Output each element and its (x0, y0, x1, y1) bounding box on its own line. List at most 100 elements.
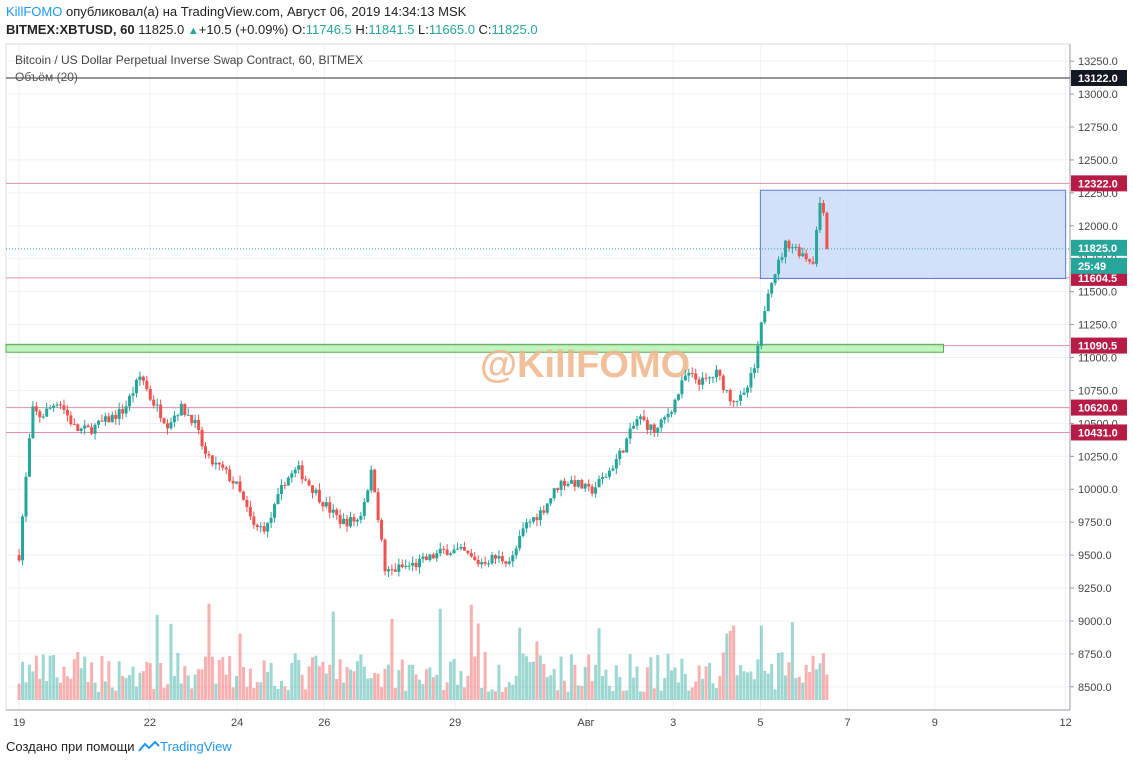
volume-bar (694, 681, 698, 700)
candle-body (90, 427, 94, 434)
volume-bar (100, 655, 104, 700)
candle-body (438, 548, 442, 554)
volume-bar (376, 673, 380, 700)
volume-bar (79, 668, 83, 700)
candle-body (328, 502, 332, 513)
candle-body (576, 479, 580, 487)
volume-bar (649, 657, 653, 700)
candle-body (107, 416, 111, 423)
volume-bar (231, 687, 235, 700)
volume-bar (670, 670, 674, 700)
volume-bar (490, 689, 494, 700)
candle-body (411, 562, 415, 566)
volume-bar (76, 652, 80, 700)
candle-body (31, 406, 35, 439)
volume-bar (241, 666, 245, 700)
volume-bar (563, 680, 567, 700)
candle-body (393, 569, 397, 572)
candle-body (804, 253, 808, 260)
candle-body (711, 377, 715, 379)
volume-bar (825, 674, 829, 700)
close-label: C: (478, 22, 492, 37)
volume-bar (96, 691, 100, 700)
volume-bar (228, 656, 232, 700)
volume-bar (273, 685, 277, 700)
candle-body (745, 387, 749, 393)
candle-body (179, 403, 183, 416)
volume-bar (93, 682, 97, 700)
candle-body (48, 407, 52, 409)
author-link[interactable]: KillFOMO (6, 4, 63, 19)
volume-bar (632, 677, 636, 700)
candle-body (362, 502, 366, 516)
volume-bar (172, 676, 176, 700)
volume-bar (525, 656, 529, 700)
candle-body (217, 462, 221, 465)
volume-bar (587, 654, 591, 700)
x-tick-label: 26 (318, 717, 330, 729)
volume-bar (124, 677, 128, 700)
volume-bar (193, 674, 197, 700)
level-label-bg (1071, 337, 1127, 354)
volume-bar (759, 625, 763, 700)
candle-body (231, 480, 235, 484)
x-tick-label: 24 (231, 717, 243, 729)
candle-body (597, 478, 601, 488)
volume-bar (808, 672, 812, 700)
candle-body (72, 424, 76, 426)
candle-body (34, 406, 38, 412)
volume-bar (683, 673, 687, 700)
volume-bar (290, 662, 294, 700)
volume-bar (718, 675, 722, 700)
candle-body (697, 379, 701, 385)
volume-bar (321, 661, 325, 700)
candle-body (262, 526, 266, 532)
volume-legend: Объём (20) (15, 70, 78, 84)
candle-body (100, 420, 104, 422)
y-tick-label: 9000.0 (1078, 616, 1112, 628)
y-tick-label: 11000.0 (1078, 353, 1117, 365)
candle-body (283, 484, 287, 486)
candle-body (207, 453, 211, 456)
candle-body (466, 550, 470, 554)
candle-body (145, 380, 149, 390)
candle-body (224, 467, 228, 470)
candle-body (314, 489, 318, 493)
candle-body (452, 549, 456, 554)
candle-body (614, 459, 618, 469)
y-tick-label: 9500.0 (1078, 550, 1112, 562)
symbol-label: BITMEX:XBTUSD, 60 (6, 22, 135, 37)
tradingview-brand-link[interactable]: TradingView (160, 739, 232, 754)
volume-bar (797, 676, 801, 700)
candle-body (652, 424, 656, 433)
volume-bar (535, 641, 539, 700)
y-tick-label: 9750.0 (1078, 517, 1112, 529)
volume-bar (473, 656, 477, 700)
volume-bar (504, 687, 508, 700)
candle-body (790, 247, 794, 249)
candle-body (673, 399, 677, 413)
volume-bar (476, 623, 480, 700)
candle-body (559, 480, 563, 490)
candle-body (248, 507, 252, 517)
candle-body (421, 556, 425, 559)
volume-bar (556, 690, 560, 700)
y-tick-label: 10250.0 (1078, 451, 1118, 463)
candle-body (725, 390, 729, 392)
candle-body (756, 345, 760, 369)
y-tick-label: 10000.0 (1078, 484, 1118, 496)
candle-body (176, 415, 180, 417)
candle-body (407, 565, 411, 567)
volume-bar (580, 685, 584, 700)
candle-body (169, 422, 173, 429)
volume-bar (52, 655, 56, 700)
volume-bar (597, 628, 601, 700)
volume-bar (521, 653, 525, 700)
candle-body (359, 515, 363, 520)
candle-body (797, 246, 801, 257)
volume-bar (48, 655, 52, 700)
volume-bar (31, 671, 35, 700)
volume-bar (704, 666, 708, 700)
candle-body (487, 563, 491, 565)
